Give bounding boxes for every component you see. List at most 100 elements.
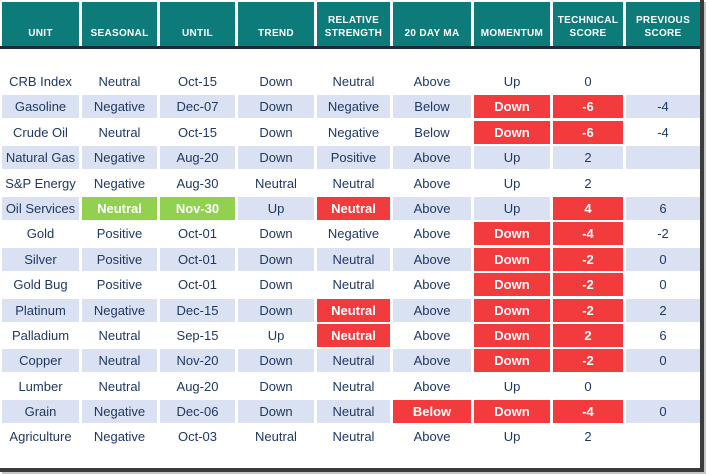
20-day-ma-cell: Above xyxy=(393,70,471,93)
seasonal-cell: Positive xyxy=(82,247,157,271)
momentum-cell: Up xyxy=(474,171,550,195)
until-cell: Dec-06 xyxy=(160,400,235,424)
until-cell: Nov-20 xyxy=(160,349,235,373)
table-row-silver: Silver Positive Oct-01 Down Neutral Above Down… xyxy=(2,247,700,271)
relative-strength-cell: Negative xyxy=(317,95,390,119)
20-day-ma-cell: Above xyxy=(393,298,471,322)
unit-cell: Copper xyxy=(2,349,79,373)
momentum-cell: Up xyxy=(474,425,550,449)
trend-cell: Down xyxy=(238,222,314,246)
seasonal-cell: Negative xyxy=(82,400,157,424)
until-cell: Nov-30 xyxy=(160,196,235,220)
technical-score-cell: 2 xyxy=(553,425,623,449)
momentum-cell: Up xyxy=(474,146,550,170)
table-row-lumber: Lumber Neutral Aug-20 Down Neutral Above Up 0 xyxy=(2,374,700,398)
20-day-ma-cell: Above xyxy=(393,146,471,170)
until-cell: Dec-07 xyxy=(160,95,235,119)
previous-score-cell xyxy=(626,70,700,93)
header-divider xyxy=(0,46,700,49)
relative-strength-cell: Neutral xyxy=(317,273,390,297)
20-day-ma-cell: Above xyxy=(393,323,471,347)
technical-score-cell: -4 xyxy=(553,222,623,246)
until-cell: Oct-01 xyxy=(160,247,235,271)
table-row-oil-services: Oil Services Neutral Nov-30 Up Neutral Above U… xyxy=(2,196,700,220)
previous-score-cell: 0 xyxy=(626,349,700,373)
spacer-row xyxy=(2,49,700,70)
trend-cell: Neutral xyxy=(238,171,314,195)
20-day-ma-cell: Above xyxy=(393,273,471,297)
table-row-gasoline: Gasoline Negative Dec-07 Down Negative Below D… xyxy=(2,95,700,119)
unit-cell: Silver xyxy=(2,247,79,271)
trend-cell: Neutral xyxy=(238,425,314,449)
relative-strength-cell: Neutral xyxy=(317,323,390,347)
unit-cell: Crude Oil xyxy=(2,120,79,144)
technical-score-cell: 2 xyxy=(553,146,623,170)
momentum-cell: Down xyxy=(474,120,550,144)
momentum-cell: Up xyxy=(474,374,550,398)
relative-strength-cell: Neutral xyxy=(317,70,390,93)
previous-score-cell: -4 xyxy=(626,120,700,144)
relative-strength-cell: Neutral xyxy=(317,425,390,449)
momentum-cell: Down xyxy=(474,95,550,119)
20-day-ma-cell: Above xyxy=(393,374,471,398)
previous-score-cell: 0 xyxy=(626,273,700,297)
previous-score-cell: -4 xyxy=(626,95,700,119)
seasonal-cell: Neutral xyxy=(82,196,157,220)
momentum-cell: Up xyxy=(474,70,550,93)
until-cell: Sep-15 xyxy=(160,323,235,347)
momentum-cell: Up xyxy=(474,196,550,220)
relative-strength-cell: Neutral xyxy=(317,298,390,322)
trend-cell: Up xyxy=(238,196,314,220)
until-cell: Oct-01 xyxy=(160,222,235,246)
momentum-cell: Down xyxy=(474,222,550,246)
unit-cell: Palladium xyxy=(2,323,79,347)
relative-strength-cell: Negative xyxy=(317,222,390,246)
unit-cell: CRB Index xyxy=(2,70,79,93)
table-row-crude-oil: Crude Oil Neutral Oct-15 Down Negative Below D… xyxy=(2,120,700,144)
previous-score-cell: 2 xyxy=(626,298,700,322)
table-row-s-p-energy: S&P Energy Negative Aug-30 Neutral Neutral Ab… xyxy=(2,171,700,195)
20-day-ma-cell: Below xyxy=(393,400,471,424)
table-row-gold-bug: Gold Bug Positive Oct-01 Down Neutral Above Do… xyxy=(2,273,700,297)
seasonal-cell: Positive xyxy=(82,273,157,297)
momentum-cell: Down xyxy=(474,400,550,424)
20-day-ma-cell: Above xyxy=(393,171,471,195)
seasonal-cell: Negative xyxy=(82,425,157,449)
20-day-ma-cell: Below xyxy=(393,120,471,144)
previous-score-cell: 6 xyxy=(626,196,700,220)
table-header-row: UNIT SEASONAL UNTIL TREND RELATIVE STRENGTH 2… xyxy=(2,2,700,46)
trend-cell: Up xyxy=(238,323,314,347)
unit-cell: S&P Energy xyxy=(2,171,79,195)
until-cell: Aug-20 xyxy=(160,146,235,170)
momentum-cell: Down xyxy=(474,247,550,271)
trend-cell: Down xyxy=(238,273,314,297)
relative-strength-cell: Neutral xyxy=(317,196,390,220)
table-body: CRB Index Neutral Oct-15 Down Neutral Above Up… xyxy=(2,70,700,449)
relative-strength-cell: Neutral xyxy=(317,349,390,373)
technical-score-cell: 0 xyxy=(553,70,623,93)
previous-score-cell: 0 xyxy=(626,247,700,271)
relative-strength-cell: Neutral xyxy=(317,247,390,271)
relative-strength-cell: Positive xyxy=(317,146,390,170)
20-day-ma-cell: Above xyxy=(393,349,471,373)
20-day-ma-cell: Above xyxy=(393,196,471,220)
20-day-ma-cell: Below xyxy=(393,95,471,119)
momentum-cell: Down xyxy=(474,273,550,297)
column-header-technical-score: TECHNICAL SCORE xyxy=(553,2,623,46)
table-row-natural-gas: Natural Gas Negative Aug-20 Down Positive Abo… xyxy=(2,146,700,170)
20-day-ma-cell: Above xyxy=(393,425,471,449)
trend-cell: Down xyxy=(238,120,314,144)
trend-cell: Down xyxy=(238,400,314,424)
previous-score-cell: 0 xyxy=(626,400,700,424)
unit-cell: Lumber xyxy=(2,374,79,398)
technical-score-cell: 2 xyxy=(553,171,623,195)
column-header-previous-score: PREVIOUS SCORE xyxy=(626,2,700,46)
table-row-gold: Gold Positive Oct-01 Down Negative Above Down -… xyxy=(2,222,700,246)
column-header-seasonal: SEASONAL xyxy=(82,2,157,46)
20-day-ma-cell: Above xyxy=(393,222,471,246)
column-header-20-day-ma: 20 DAY MA xyxy=(393,2,471,46)
table-row-agriculture: Agriculture Negative Oct-03 Neutral Neutral A… xyxy=(2,425,700,449)
technical-score-cell: -2 xyxy=(553,298,623,322)
trend-cell: Down xyxy=(238,95,314,119)
technical-score-cell: 2 xyxy=(553,323,623,347)
